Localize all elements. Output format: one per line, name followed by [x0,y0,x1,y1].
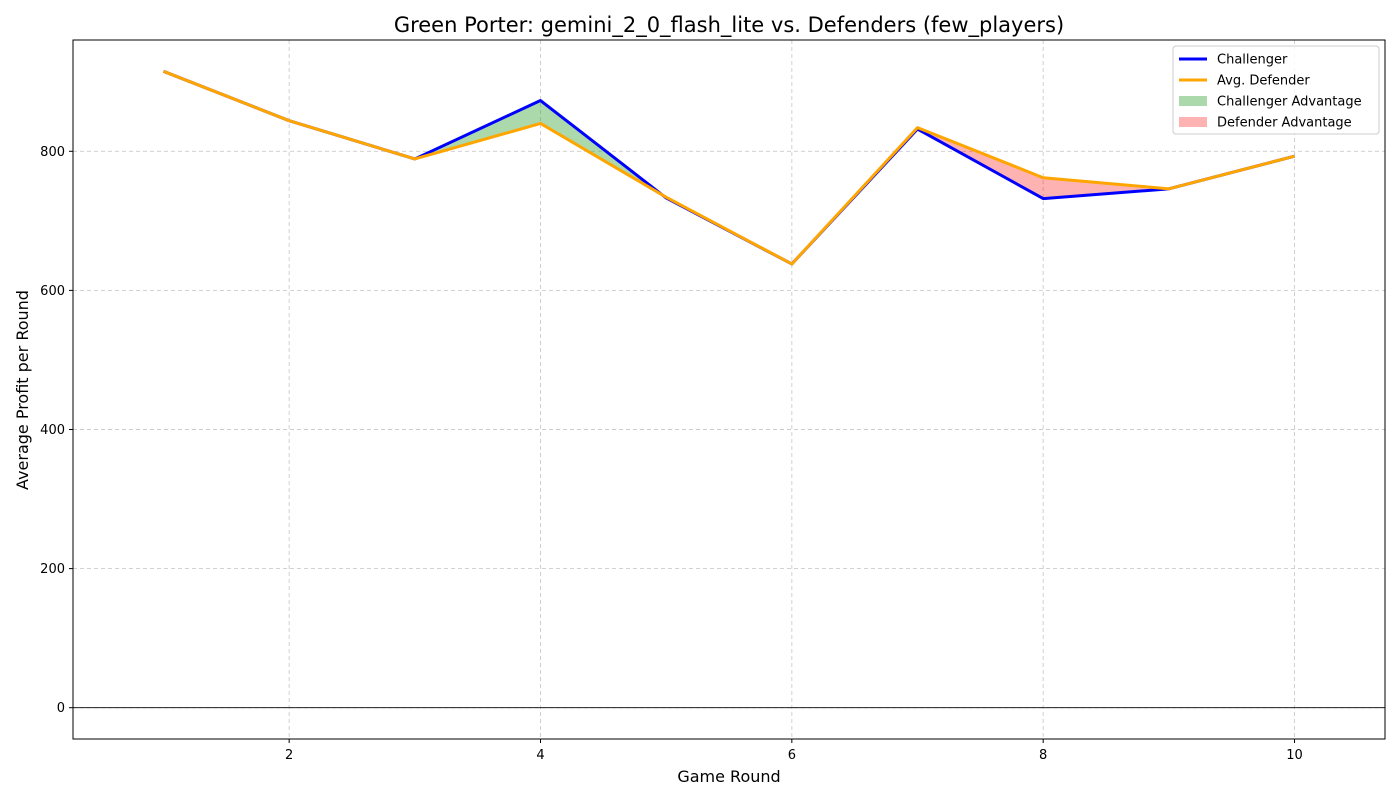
legend-label-defender-advantage: Defender Advantage [1217,116,1352,131]
legend-swatch-challenger-advantage [1179,96,1207,106]
legend-box [1172,45,1380,135]
x-tick-label: 8 [1039,748,1047,763]
legend: Challenger Avg. Defender Challenger Advant… [1172,45,1380,135]
y-tick-label: 600 [40,284,65,299]
axes: 2 4 6 8 10 0 200 400 600 800 [40,39,1386,763]
x-tick-label: 2 [285,748,293,763]
chart-title: Green Porter: gemini_2_0_flash_lite vs. … [394,13,1064,38]
legend-label-challenger: Challenger [1217,53,1288,68]
plot-frame [72,39,1386,740]
x-tick-label: 10 [1286,748,1303,763]
x-tick-label: 4 [536,748,544,763]
legend-label-avg-defender: Avg. Defender [1217,74,1310,89]
x-tick-label: 6 [788,748,796,763]
y-tick-label: 200 [40,562,65,577]
legend-swatch-defender-advantage [1179,117,1207,127]
y-tick-label: 400 [40,423,65,438]
y-tick-label: 800 [40,145,65,160]
x-axis-label: Game Round [677,767,780,786]
defender-advantage-area [1043,177,1169,199]
series-lines [162,69,1295,266]
avg-defender-line [162,69,1295,266]
legend-label-challenger-advantage: Challenger Advantage [1217,95,1362,110]
y-axis-label: Average Profit per Round [13,290,32,490]
y-tick-label: 0 [57,701,65,716]
